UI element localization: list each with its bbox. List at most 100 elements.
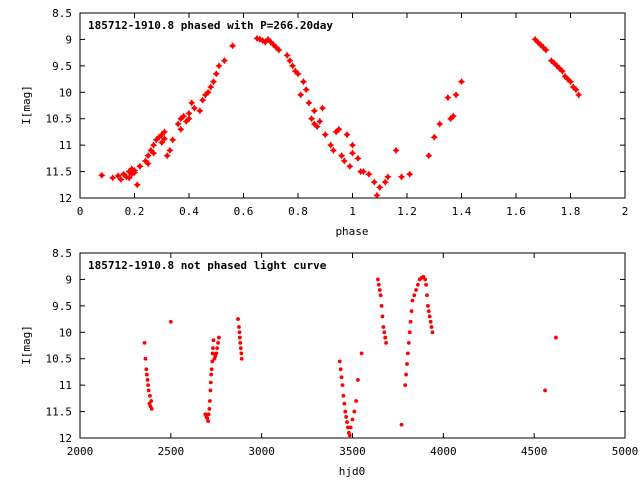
data-point <box>130 169 139 177</box>
data-point <box>425 303 430 308</box>
data-point <box>264 35 272 43</box>
data-point <box>338 152 346 160</box>
data-point <box>236 317 240 321</box>
y-tick-label: 9.5 <box>52 60 72 73</box>
data-point <box>554 335 558 340</box>
data-point <box>155 133 163 141</box>
data-point <box>205 416 210 420</box>
data-point <box>376 282 381 287</box>
data-point <box>379 303 384 308</box>
data-point <box>556 64 564 73</box>
data-point <box>229 42 237 50</box>
x-tick-label: 4000 <box>430 445 457 458</box>
x-tick-label: 3500 <box>339 445 366 458</box>
data-point <box>216 340 220 345</box>
data-point <box>404 372 408 377</box>
x-tick-label: 2500 <box>158 445 185 458</box>
data-point <box>373 191 381 199</box>
data-point <box>238 340 243 345</box>
x-tick-label: 1 <box>349 205 356 218</box>
data-point <box>207 399 212 403</box>
data-point <box>377 288 382 292</box>
data-point <box>457 78 466 86</box>
x-tick-label: 0.4 <box>179 205 199 218</box>
data-point <box>214 351 219 356</box>
data-point <box>146 388 151 393</box>
data-point <box>136 162 144 170</box>
data-point <box>204 88 212 96</box>
data-point <box>120 170 128 178</box>
data-point <box>536 41 545 49</box>
data-point <box>426 309 431 314</box>
data-point <box>340 383 345 388</box>
data-point <box>210 359 215 364</box>
x-tick-label: 3000 <box>248 445 275 458</box>
data-point <box>143 356 148 361</box>
data-point <box>206 412 211 417</box>
y-tick-label: 12 <box>59 192 72 205</box>
data-point <box>313 123 321 131</box>
data-point <box>348 149 357 157</box>
y-tick-label: 8.5 <box>52 247 72 260</box>
data-point <box>376 183 384 191</box>
data-point <box>347 433 352 438</box>
data-point <box>158 131 166 139</box>
data-point <box>403 383 408 388</box>
data-point <box>209 367 214 372</box>
y-tick-label: 11.5 <box>46 406 73 419</box>
data-point <box>348 425 353 430</box>
data-point <box>406 170 414 178</box>
data-point <box>340 157 348 165</box>
data-point <box>148 393 152 398</box>
data-point <box>149 399 154 403</box>
data-point <box>150 149 158 157</box>
data-point <box>98 171 106 179</box>
x-tick-label: 5000 <box>612 445 639 458</box>
data-point <box>414 288 418 292</box>
data-point <box>141 157 149 165</box>
data-point <box>199 96 207 104</box>
y-tick-label: 10.5 <box>46 113 73 126</box>
x-axis-label: phase <box>335 225 368 238</box>
data-point <box>409 309 414 314</box>
data-point <box>125 168 133 176</box>
data-point <box>542 46 550 54</box>
data-point <box>531 35 539 43</box>
data-point <box>354 399 359 403</box>
y-tick-label: 12 <box>59 432 72 445</box>
data-point <box>370 178 378 186</box>
data-point <box>428 319 433 324</box>
data-point <box>215 62 223 70</box>
data-point <box>209 78 218 86</box>
data-point <box>430 133 438 141</box>
data-point <box>212 70 220 78</box>
data-point <box>346 162 354 170</box>
x-tick-label: 1.4 <box>452 205 472 218</box>
data-point <box>384 173 392 181</box>
data-point <box>425 293 429 298</box>
data-point <box>206 419 210 423</box>
data-point <box>410 298 415 303</box>
data-point <box>128 165 136 173</box>
data-points <box>142 274 558 438</box>
data-point <box>144 367 149 372</box>
data-point <box>297 91 305 99</box>
phased-light-curve-panel: 185712-1910.8 phased with P=266.20day ph… <box>20 7 628 238</box>
data-point <box>569 83 577 91</box>
data-point <box>261 38 269 46</box>
x-tick-label: 4500 <box>521 445 548 458</box>
data-point <box>147 146 155 154</box>
data-point <box>208 380 213 385</box>
data-point <box>416 282 420 287</box>
data-point <box>424 282 428 287</box>
data-point <box>149 407 154 411</box>
data-point <box>354 154 362 162</box>
data-point <box>572 86 580 94</box>
data-point <box>337 359 342 364</box>
data-point <box>211 346 215 351</box>
data-point <box>332 128 340 136</box>
data-point <box>182 117 190 125</box>
data-point <box>294 70 302 78</box>
data-point <box>209 372 214 377</box>
